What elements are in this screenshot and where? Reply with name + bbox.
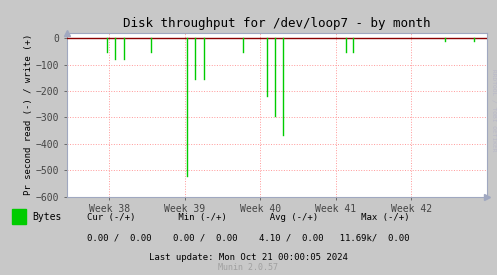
Text: Cur (-/+)        Min (-/+)        Avg (-/+)        Max (-/+): Cur (-/+) Min (-/+) Avg (-/+) Max (-/+) bbox=[87, 213, 410, 222]
Text: 0.00 /  0.00    0.00 /  0.00    4.10 /  0.00   11.69k/  0.00: 0.00 / 0.00 0.00 / 0.00 4.10 / 0.00 11.6… bbox=[87, 233, 410, 242]
Text: Bytes: Bytes bbox=[32, 212, 62, 222]
Y-axis label: Pr second read (-) / write (+): Pr second read (-) / write (+) bbox=[24, 34, 33, 196]
Text: RRDTOOL / TOBI OETIKER: RRDTOOL / TOBI OETIKER bbox=[491, 69, 496, 151]
Title: Disk throughput for /dev/loop7 - by month: Disk throughput for /dev/loop7 - by mont… bbox=[123, 17, 431, 31]
Text: Munin 2.0.57: Munin 2.0.57 bbox=[219, 263, 278, 272]
Text: Last update: Mon Oct 21 00:00:05 2024: Last update: Mon Oct 21 00:00:05 2024 bbox=[149, 253, 348, 262]
